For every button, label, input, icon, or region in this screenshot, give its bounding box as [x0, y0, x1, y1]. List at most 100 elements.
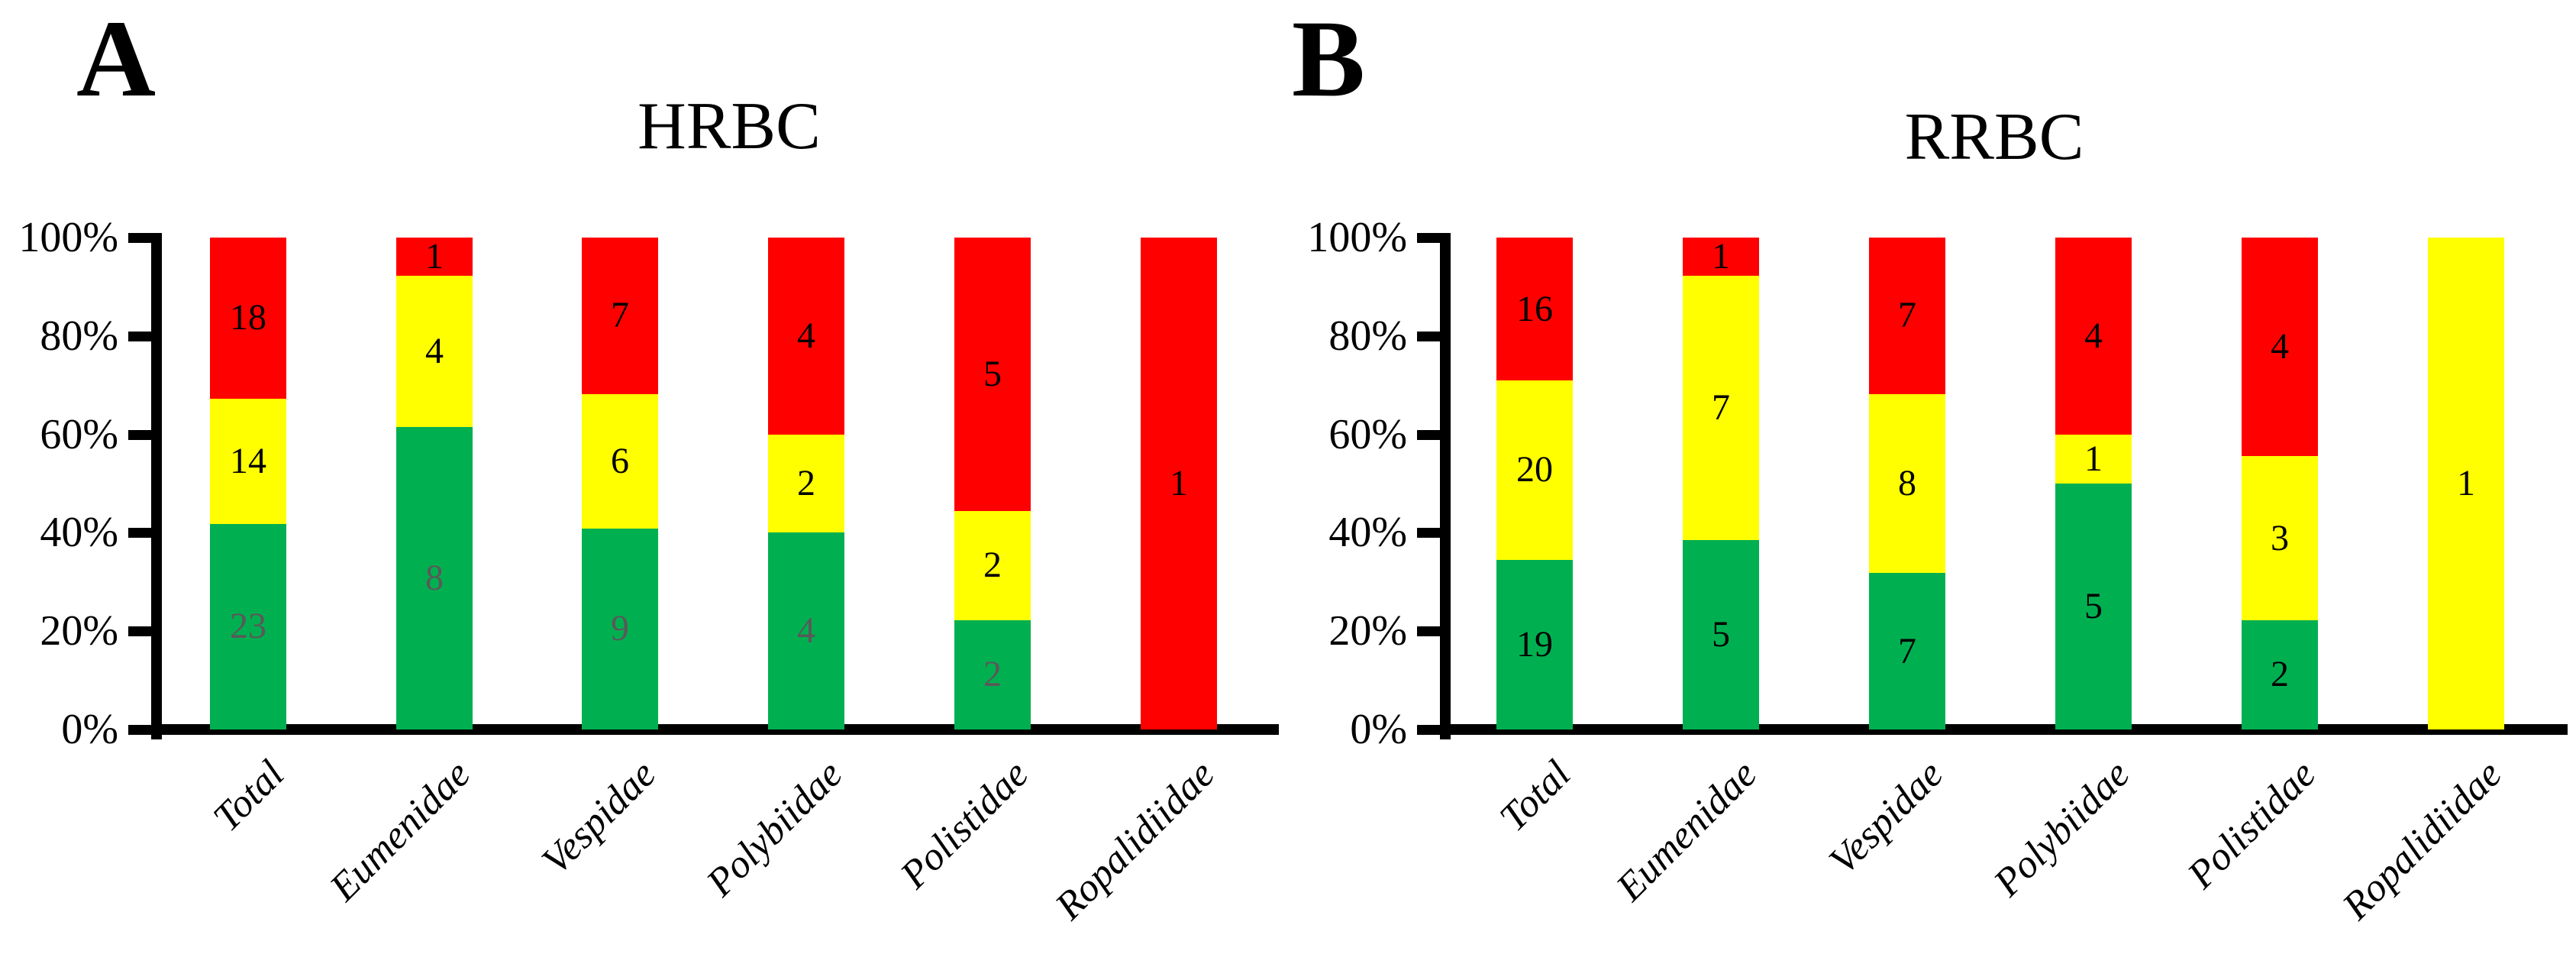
bar-segment-green — [2242, 619, 2318, 729]
bar-segment-red — [1141, 238, 1217, 729]
y-axis-tick-label: 60% — [40, 410, 118, 458]
bar-segment-value: 4 — [2271, 326, 2289, 367]
bar-segment-value: 7 — [1898, 630, 1916, 671]
bar-segment-yellow — [2242, 456, 2318, 620]
y-axis-tick — [128, 331, 162, 341]
bar-segment-yellow — [1683, 275, 1759, 541]
bar-segment-red — [1869, 238, 1945, 394]
bar-segment-value: 7 — [1712, 387, 1730, 428]
bar-segment-red — [1683, 238, 1759, 276]
bar-segment-green — [396, 426, 473, 729]
y-axis-tick — [1417, 626, 1451, 637]
y-axis-tick-label: 40% — [1328, 509, 1407, 557]
y-axis-line — [1440, 233, 1451, 739]
bar-segment-value: 2 — [983, 654, 1002, 695]
bar-segment-value: 5 — [983, 353, 1002, 394]
bar-segment-yellow — [396, 275, 473, 427]
bar-segment-yellow — [1869, 393, 1945, 574]
y-axis-tick-label: 80% — [40, 312, 118, 360]
bar-segment-value: 1 — [1170, 463, 1188, 503]
panel-letter-b: B — [1292, 0, 1366, 120]
bar-segment-value: 7 — [1898, 295, 1916, 336]
bar-segment-value: 16 — [1516, 288, 1553, 329]
y-axis-tick-label: 20% — [40, 607, 118, 655]
bar-segment-green — [1683, 540, 1759, 729]
bar-segment-value: 23 — [230, 606, 266, 647]
panel-letter-a: A — [76, 0, 156, 120]
y-axis-tick-label: 0% — [61, 706, 118, 753]
bar-segment-yellow — [2055, 434, 2132, 484]
bar-segment-value: 9 — [611, 608, 629, 649]
bar-segment-value: 1 — [2084, 438, 2103, 479]
y-axis-tick-label: 60% — [1328, 410, 1407, 458]
bar-segment-yellow — [768, 434, 844, 533]
bar-segment-value: 8 — [425, 557, 444, 598]
y-axis-tick-label: 0% — [1350, 706, 1407, 753]
y-axis-tick — [128, 429, 162, 440]
bar-segment-red — [1496, 238, 1573, 381]
bar-segment-red — [396, 238, 473, 276]
bar-segment-red — [210, 238, 286, 399]
bar-segment-value: 14 — [230, 440, 266, 481]
bar-segment-yellow — [1496, 380, 1573, 560]
bar-segment-value: 1 — [1712, 235, 1730, 277]
y-axis-tick — [1417, 528, 1451, 539]
bar-segment-yellow — [582, 393, 658, 529]
y-axis-tick — [1417, 725, 1451, 735]
chart-title-rrbc: RRBC — [1904, 100, 2084, 174]
bar-segment-value: 7 — [611, 295, 629, 336]
chart-title-hrbc: HRBC — [638, 89, 821, 163]
bar-segment-value: 8 — [1898, 463, 1916, 503]
bar-segment-value: 1 — [425, 235, 444, 277]
x-axis-category-label: Vespidae — [534, 752, 665, 883]
y-axis-tick-label: 40% — [40, 509, 118, 557]
bar-segment-green — [954, 619, 1031, 729]
bar-segment-red — [954, 238, 1031, 511]
y-axis-tick-label: 100% — [18, 214, 118, 261]
x-axis-category-label: Total — [205, 752, 293, 840]
bar-segment-value: 2 — [797, 463, 815, 503]
bar-segment-green — [768, 532, 844, 729]
x-axis-category-label: Ropalidiidae — [1047, 752, 1224, 929]
bar-segment-value: 6 — [611, 440, 629, 481]
y-axis-tick — [128, 626, 162, 637]
y-axis-tick-label: 80% — [1328, 312, 1407, 360]
bar-segment-yellow — [954, 510, 1031, 620]
bar-segment-value: 2 — [2271, 654, 2289, 695]
bar-segment-yellow — [2428, 238, 2504, 729]
y-axis-tick — [1417, 429, 1451, 440]
bar-segment-red — [2242, 238, 2318, 457]
y-axis-tick — [1417, 331, 1451, 341]
bar-segment-green — [1869, 573, 1945, 729]
x-axis-category-label: Polistidae — [2179, 752, 2325, 898]
bar-segment-yellow — [210, 398, 286, 524]
y-axis-tick — [1417, 233, 1451, 243]
x-axis-category-label: Eumenidae — [321, 752, 479, 910]
y-axis-tick — [128, 725, 162, 735]
bar-segment-green — [210, 523, 286, 729]
y-axis-tick — [128, 528, 162, 539]
bar-segment-red — [768, 238, 844, 435]
bar-segment-value: 18 — [230, 297, 266, 338]
bar-segment-value: 5 — [1712, 614, 1730, 655]
y-axis-tick — [128, 233, 162, 243]
bar-segment-green — [1496, 559, 1573, 729]
bar-segment-value: 1 — [2457, 463, 2475, 503]
bar-segment-value: 4 — [797, 315, 815, 356]
bar-segment-value: 3 — [2271, 517, 2289, 558]
bar-segment-value: 4 — [2084, 315, 2103, 356]
bar-segment-green — [582, 528, 658, 729]
x-axis-category-label: Polistidae — [892, 752, 1038, 898]
x-axis-category-label: Eumenidae — [1608, 752, 1766, 910]
bar-segment-red — [582, 238, 658, 394]
bar-segment-value: 5 — [2084, 586, 2103, 626]
bar-segment-value: 4 — [425, 330, 444, 371]
x-axis-category-label: Polybiidae — [698, 752, 851, 905]
bar-segment-red — [2055, 238, 2132, 435]
x-axis-category-label: Ropalidiidae — [2334, 752, 2511, 929]
x-axis-category-label: Total — [1491, 752, 1580, 840]
bar-segment-value: 19 — [1516, 623, 1553, 665]
y-axis-tick-label: 100% — [1307, 214, 1407, 261]
bar-segment-value: 2 — [983, 545, 1002, 586]
x-axis-category-label: Polybiidae — [1985, 752, 2139, 905]
